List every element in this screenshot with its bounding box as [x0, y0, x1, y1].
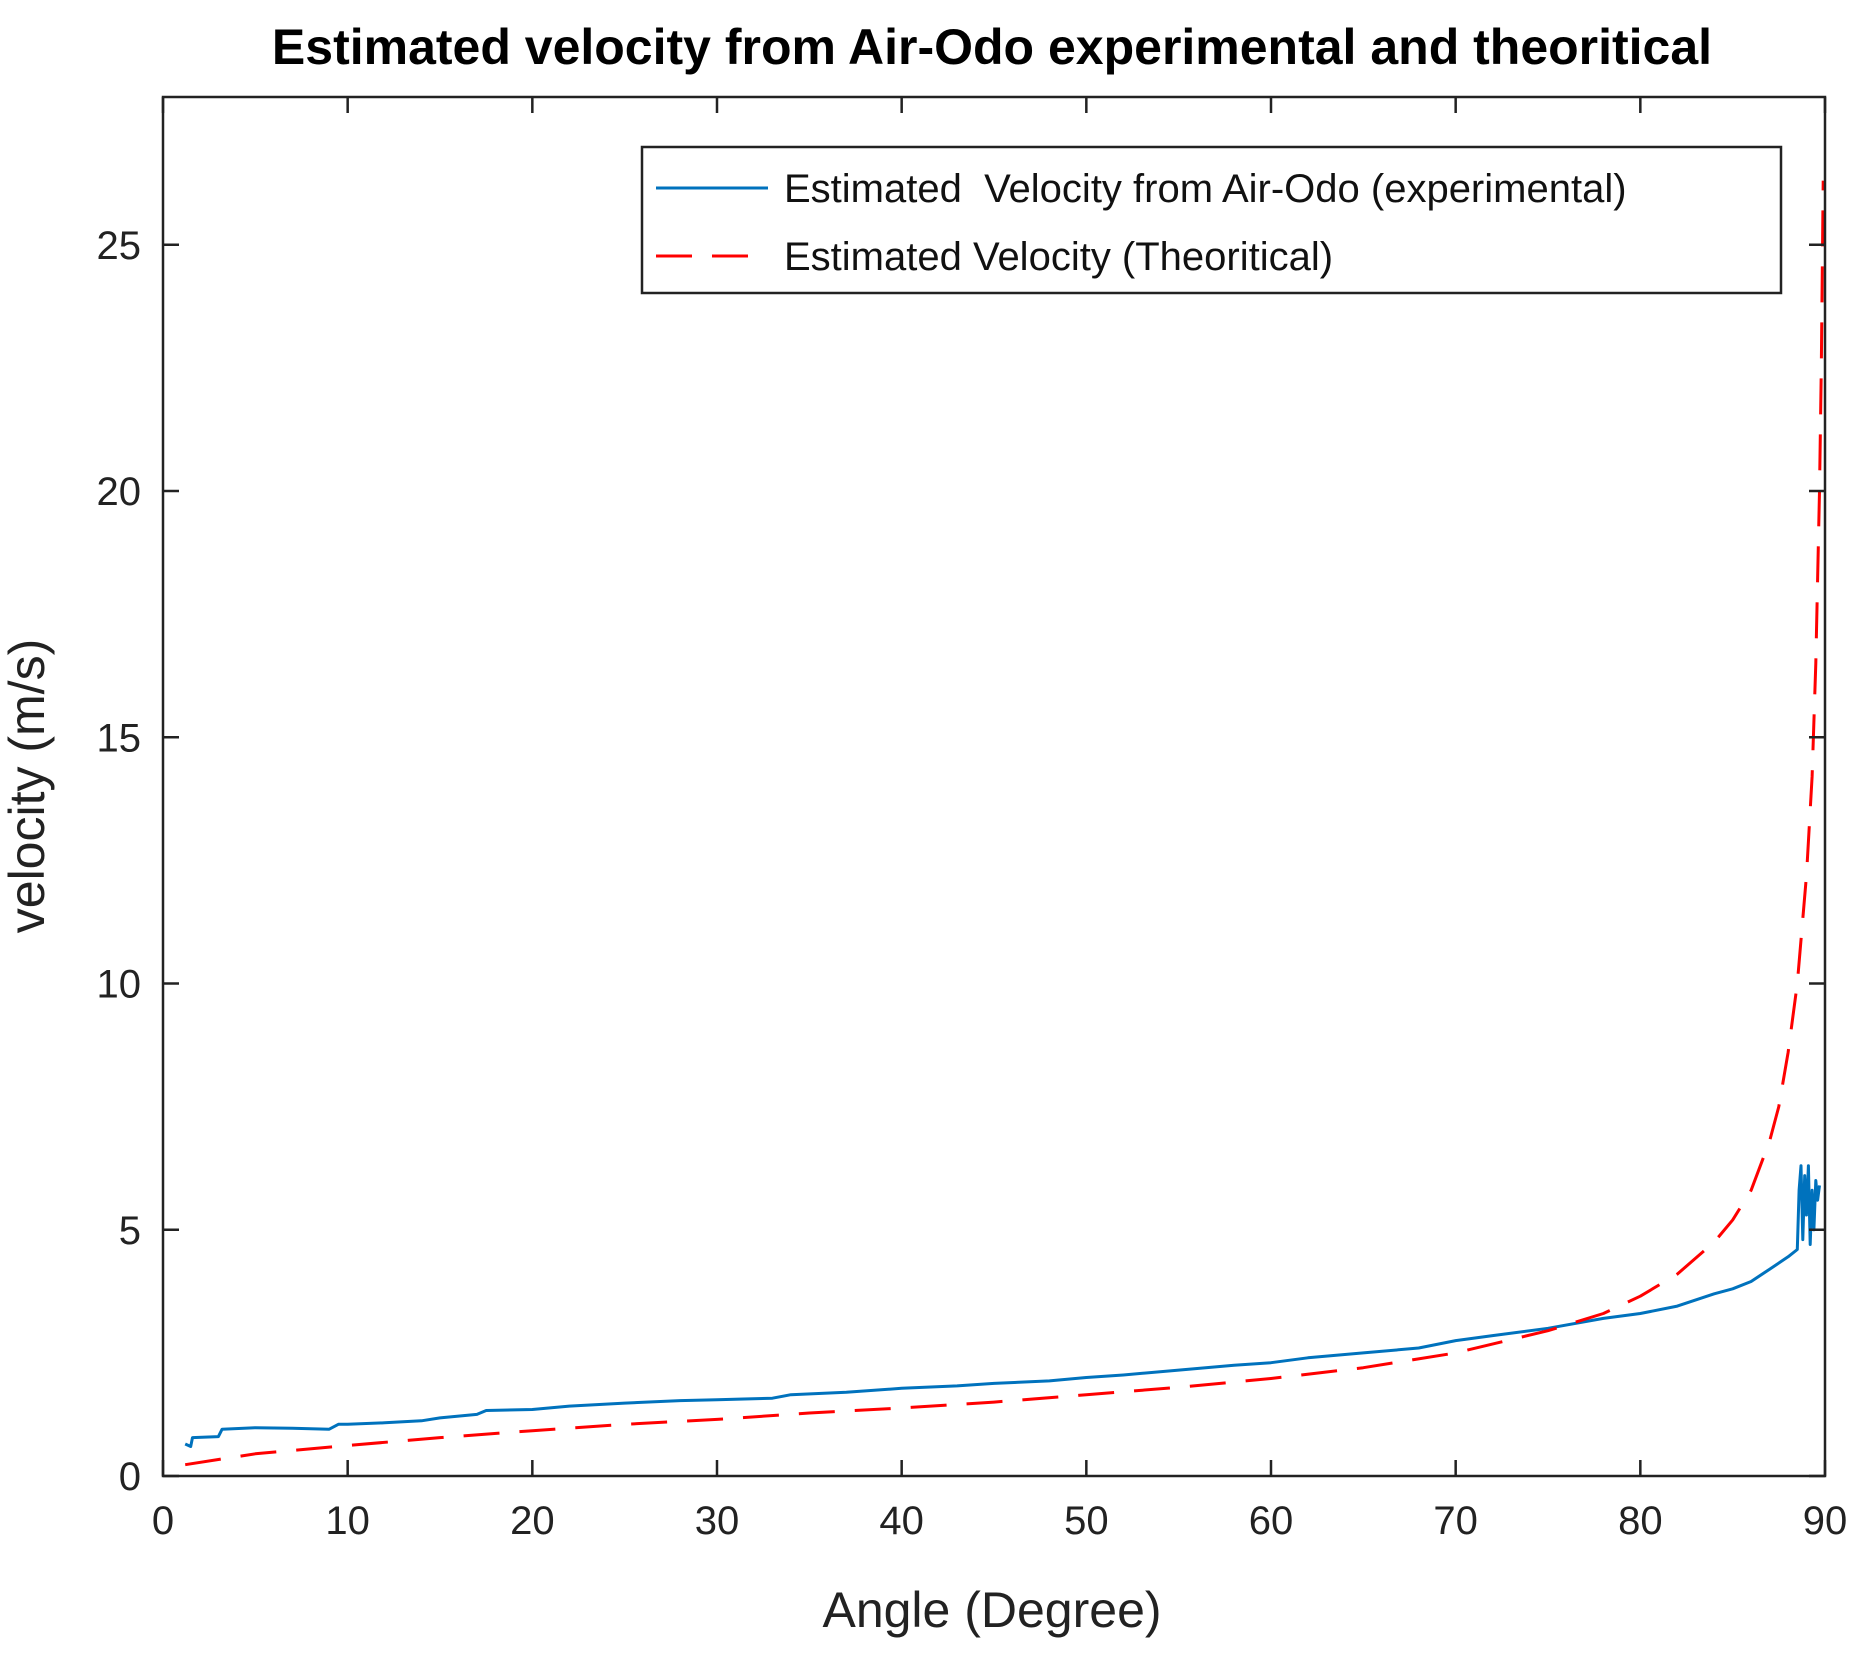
- axes-box: [161, 95, 1827, 1478]
- chart-title: Estimated velocity from Air-Odo experime…: [272, 19, 1712, 75]
- x-tick-label: 60: [1249, 1499, 1294, 1543]
- x-tick-label: 90: [1803, 1499, 1848, 1543]
- y-tick-label: 10: [97, 963, 142, 1007]
- x-tick-label: 30: [695, 1499, 740, 1543]
- series-line-experimental: [184, 1164, 1821, 1448]
- x-tick-label: 20: [510, 1499, 555, 1543]
- y-axis-label: velocity (m/s): [0, 639, 55, 933]
- x-tick-label: 80: [1618, 1499, 1663, 1543]
- legend: Estimated Velocity from Air-Odo (experim…: [640, 145, 1783, 295]
- y-tick-label: 15: [97, 716, 142, 760]
- legend-box: [640, 145, 1783, 295]
- x-axis-label: Angle (Degree): [822, 1582, 1161, 1638]
- y-tick-label: 20: [97, 470, 142, 514]
- legend-label-experimental: Estimated Velocity from Air-Odo (experim…: [784, 167, 1627, 211]
- plot-series-group: [184, 180, 1825, 1467]
- legend-label-theoretical: Estimated Velocity (Theoritical): [784, 235, 1333, 279]
- x-tick-label: 0: [152, 1499, 174, 1543]
- y-tick-label: 5: [119, 1209, 141, 1253]
- y-tick-label: 0: [119, 1455, 141, 1499]
- axis-ticks-group: 0 10 20 30 40 50 60 70 80 90 0 5 10 15 20 25: [97, 97, 1848, 1543]
- x-tick-label: 50: [1064, 1499, 1109, 1543]
- x-tick-label: 70: [1433, 1499, 1478, 1543]
- y-tick-label: 25: [97, 224, 142, 268]
- series-line-theoretical: [184, 180, 1825, 1467]
- x-tick-label: 10: [325, 1499, 370, 1543]
- x-tick-label: 40: [879, 1499, 924, 1543]
